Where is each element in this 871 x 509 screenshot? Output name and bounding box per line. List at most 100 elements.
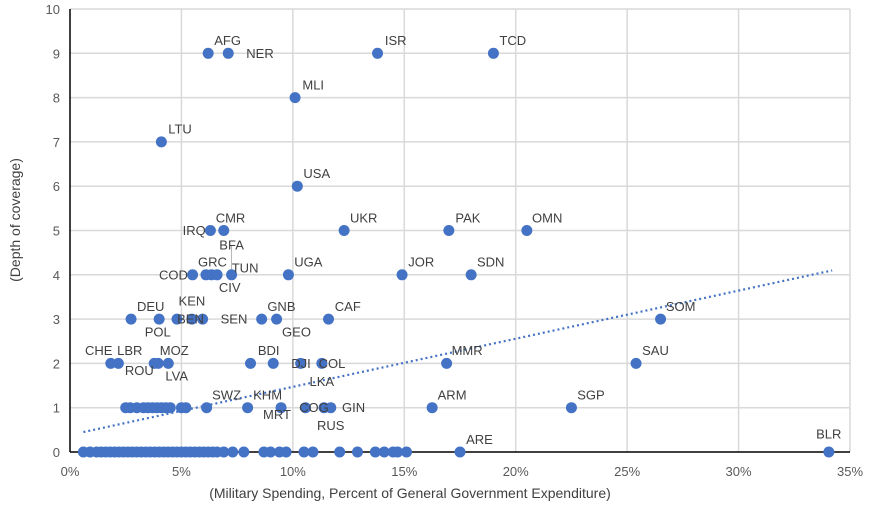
data-point-uga (282, 269, 294, 281)
data-point-mli (289, 92, 301, 104)
data-point-ner (222, 47, 234, 59)
x-tick-label: 20% (503, 464, 529, 479)
data-point-usa (291, 180, 303, 192)
data-point-sau (630, 357, 642, 369)
data-point-lbr (105, 357, 117, 369)
point-label-caf: CAF (335, 299, 361, 314)
point-label-lbr: LBR (117, 343, 142, 358)
data-point-pak (443, 225, 455, 236)
data-point (392, 446, 404, 458)
data-point-ken (186, 313, 198, 325)
data-point-rou (162, 357, 174, 369)
x-tick-label: 15% (391, 464, 417, 479)
data-point (378, 446, 390, 458)
y-tick-label: 3 (53, 312, 60, 327)
point-label-mrt: MRT (263, 407, 291, 422)
data-point-geo (271, 313, 283, 325)
point-label-uga: UGA (294, 255, 323, 270)
x-tick-label: 10% (280, 464, 306, 479)
data-point-cmr (204, 225, 216, 236)
data-point (180, 402, 192, 414)
point-label-rus: RUS (317, 418, 345, 433)
point-label-cog: COG (299, 400, 329, 415)
point-label-bdi: BDI (258, 343, 280, 358)
point-label-gnb: GNB (267, 299, 295, 314)
point-label-ltu: LTU (168, 122, 192, 137)
data-point (238, 446, 250, 458)
point-label-ner: NER (246, 46, 273, 61)
data-point (401, 446, 413, 458)
y-tick-label: 10 (46, 2, 60, 17)
point-label-rou: ROU (125, 363, 154, 378)
data-point-cog (275, 402, 287, 414)
data-point-deu (125, 313, 137, 325)
y-tick-label: 2 (53, 356, 60, 371)
x-tick-label: 25% (614, 464, 640, 479)
point-label-irq: IRQ (183, 223, 206, 238)
data-point-sgp (565, 402, 577, 414)
data-point-grc (187, 269, 199, 281)
data-point (369, 446, 381, 458)
data-point (351, 446, 363, 458)
data-point-afg (202, 47, 214, 59)
point-label-lva: LVA (165, 369, 188, 384)
data-point-are (454, 446, 466, 458)
data-point-lka (316, 357, 328, 369)
data-point (218, 446, 230, 458)
point-label-civ: CIV (219, 280, 241, 295)
data-point-lva (152, 357, 164, 369)
data-point-sen (197, 313, 209, 325)
data-point-mmr (441, 357, 453, 369)
point-label-arm: ARM (438, 388, 467, 403)
data-point-caf (323, 313, 335, 325)
data-point-gnb (256, 313, 268, 325)
point-label-tun: TUN (232, 260, 259, 275)
point-label-pol: POL (145, 324, 171, 339)
point-label-sdn: SDN (477, 255, 504, 270)
point-label-khm: KHM (253, 388, 282, 403)
data-point-mrt (300, 402, 312, 414)
y-tick-label: 7 (53, 135, 60, 150)
point-label-sau: SAU (642, 343, 669, 358)
data-point-sdn (465, 269, 477, 281)
point-label-blr: BLR (816, 427, 841, 442)
point-label-bfa: BFA (219, 237, 244, 252)
data-point (298, 446, 310, 458)
point-label-omn: OMN (532, 210, 562, 225)
x-tick-label: 5% (172, 464, 191, 479)
x-axis-label: (Military Spending, Percent of General G… (209, 485, 611, 501)
y-tick-label: 5 (53, 224, 60, 239)
point-label-ken: KEN (179, 294, 206, 309)
data-point-som (655, 313, 667, 325)
point-label-swz: SWZ (212, 388, 241, 403)
data-point-ltu (155, 136, 167, 148)
point-label-cod: COD (159, 267, 188, 282)
data-point (265, 446, 277, 458)
data-point-pol (171, 313, 183, 325)
point-label-are: ARE (466, 432, 493, 447)
data-point-khm (242, 402, 254, 414)
data-point-jor (396, 269, 408, 281)
data-point-isr (372, 47, 384, 59)
point-label-pak: PAK (455, 210, 480, 225)
data-point-col (295, 357, 307, 369)
data-point-rus (325, 402, 337, 414)
data-point (280, 446, 292, 458)
data-point-ukr (338, 225, 350, 236)
x-tick-label: 35% (837, 464, 863, 479)
y-tick-label: 9 (53, 46, 60, 61)
data-point-ben (153, 313, 165, 325)
point-labels: AFG NER ISR TCD MLI LTU USA CMR IRQ UKR PAK OMN GRC C… (85, 33, 841, 447)
data-point (227, 446, 239, 458)
point-label-ben: BEN (177, 312, 204, 327)
data-point-bdi (245, 357, 257, 369)
data-points (77, 47, 835, 458)
y-tick-label: 6 (53, 179, 60, 194)
point-label-deu: DEU (137, 299, 164, 314)
data-point-tun (211, 269, 223, 281)
x-tick-label: 30% (726, 464, 752, 479)
data-point-che (112, 357, 124, 369)
point-label-lka: LKA (310, 374, 335, 389)
point-label-tcd: TCD (499, 33, 526, 48)
